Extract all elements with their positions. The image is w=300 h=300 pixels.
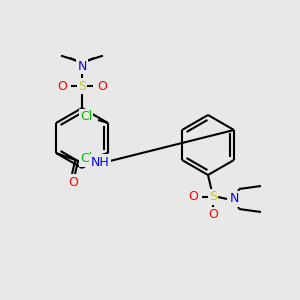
- Text: O: O: [68, 176, 78, 188]
- Text: N: N: [229, 193, 239, 206]
- Text: O: O: [188, 190, 198, 203]
- Text: N: N: [77, 59, 87, 73]
- Text: O: O: [97, 80, 107, 92]
- Text: S: S: [78, 80, 86, 92]
- Text: Cl: Cl: [80, 152, 92, 166]
- Text: Cl: Cl: [80, 110, 92, 124]
- Text: NH: NH: [91, 155, 110, 169]
- Text: O: O: [57, 80, 67, 92]
- Text: O: O: [208, 208, 218, 221]
- Text: S: S: [209, 190, 217, 203]
